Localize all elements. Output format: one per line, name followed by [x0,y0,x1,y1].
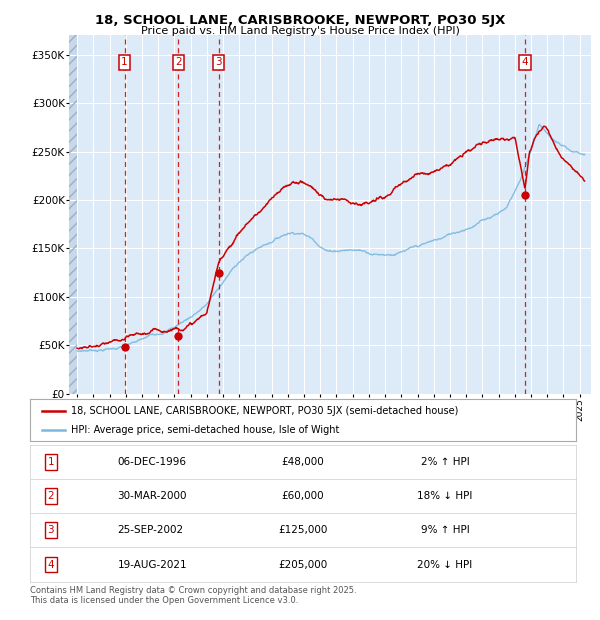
Text: £60,000: £60,000 [281,491,325,502]
Text: HPI: Average price, semi-detached house, Isle of Wight: HPI: Average price, semi-detached house,… [71,425,340,435]
Text: 2: 2 [175,57,182,67]
Text: 25-SEP-2002: 25-SEP-2002 [118,525,184,536]
Text: 06-DEC-1996: 06-DEC-1996 [118,457,187,467]
Text: £205,000: £205,000 [278,559,328,570]
Text: 3: 3 [215,57,222,67]
Text: £48,000: £48,000 [281,457,325,467]
Text: 19-AUG-2021: 19-AUG-2021 [118,559,187,570]
Text: 18, SCHOOL LANE, CARISBROOKE, NEWPORT, PO30 5JX: 18, SCHOOL LANE, CARISBROOKE, NEWPORT, P… [95,14,505,27]
Text: 4: 4 [522,57,529,67]
Bar [69,35,77,394]
Text: 20% ↓ HPI: 20% ↓ HPI [418,559,473,570]
Text: 1: 1 [47,457,54,467]
Text: 18, SCHOOL LANE, CARISBROOKE, NEWPORT, PO30 5JX (semi-detached house): 18, SCHOOL LANE, CARISBROOKE, NEWPORT, P… [71,405,458,415]
Text: 4: 4 [47,559,54,570]
Text: 9% ↑ HPI: 9% ↑ HPI [421,525,469,536]
Text: 2% ↑ HPI: 2% ↑ HPI [421,457,469,467]
Text: 2: 2 [47,491,54,502]
Text: 18% ↓ HPI: 18% ↓ HPI [417,491,473,502]
Text: Contains HM Land Registry data © Crown copyright and database right 2025.: Contains HM Land Registry data © Crown c… [30,586,356,595]
Text: 3: 3 [47,525,54,536]
Text: Price paid vs. HM Land Registry's House Price Index (HPI): Price paid vs. HM Land Registry's House … [140,26,460,36]
Text: 1: 1 [121,57,128,67]
Text: This data is licensed under the Open Government Licence v3.0.: This data is licensed under the Open Gov… [30,596,298,606]
Bar [69,35,77,394]
Text: £125,000: £125,000 [278,525,328,536]
Text: 30-MAR-2000: 30-MAR-2000 [118,491,187,502]
